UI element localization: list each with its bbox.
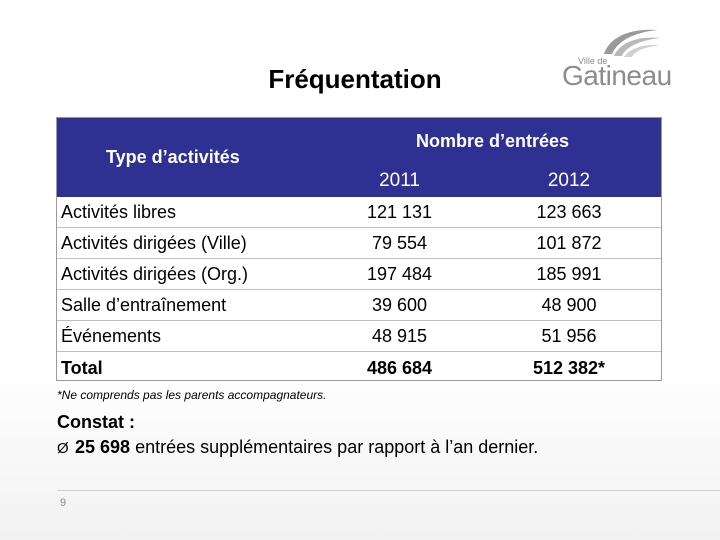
arrow-bullet-icon: Ø — [57, 440, 69, 457]
page-number: 9 — [60, 497, 67, 509]
logo-name: Gatineau — [562, 60, 672, 91]
table-row: Activités libres 121 131 123 663 — [56, 197, 663, 228]
table-row: Salle d’entraînement 39 600 48 900 — [56, 289, 663, 321]
total-2011: 486 684 — [366, 357, 433, 378]
logo-small-text: Ville de — [578, 56, 608, 66]
constat-highlight: 25 698 — [75, 437, 131, 457]
constat-text: entrées supplémentaires par rapport à l’… — [130, 437, 539, 457]
row-label: Salle d’entraînement — [56, 289, 323, 321]
row-label: Activités libres — [56, 197, 323, 228]
type-column-header: Type d’activités — [106, 146, 240, 167]
constat-bullet-line: Ø 25 698 entrées supplémentaires par rapp… — [57, 437, 538, 458]
table-row: Activités dirigées (Ville) 79 554 101 87… — [56, 227, 663, 259]
value-2011: 79 554 — [323, 227, 476, 259]
value-2012: 51 956 — [476, 320, 663, 352]
total-label: Total — [61, 357, 103, 378]
slide-title: Fréquentation — [268, 64, 442, 94]
value-2011: 39 600 — [323, 289, 476, 321]
value-2012: 48 900 — [476, 289, 663, 321]
value-2012: 123 663 — [476, 197, 663, 228]
row-label: Activités dirigées (Ville) — [56, 227, 323, 259]
value-2011: 121 131 — [323, 197, 476, 228]
value-2012: 101 872 — [476, 227, 663, 259]
total-2012: 512 382* — [532, 357, 606, 378]
row-label: Activités dirigées (Org.) — [56, 258, 323, 290]
value-2012: 185 991 — [476, 258, 663, 290]
value-2011: 197 484 — [323, 258, 476, 290]
table-row: Activités dirigées (Org.) 197 484 185 99… — [56, 258, 663, 290]
row-label: Événements — [56, 320, 323, 352]
footer-divider — [57, 490, 720, 491]
slide-background-gradient — [0, 360, 720, 540]
table-header-row: Type d’activités Nombre d’entrées — [56, 117, 663, 167]
constat-heading: Constat : — [57, 412, 135, 432]
attendance-table: Type d’activités Nombre d’entrées 2011 2… — [56, 117, 663, 385]
footnote: *Ne comprends pas les parents accompagna… — [57, 388, 327, 402]
year-2011-header: 2011 — [379, 170, 420, 191]
table-row: Événements 48 915 51 956 — [56, 320, 663, 352]
year-2012-header: 2012 — [547, 170, 591, 191]
count-column-header: Nombre d’entrées — [415, 130, 570, 151]
value-2011: 48 915 — [323, 320, 476, 352]
logo-swoosh-icon — [604, 29, 660, 57]
table-total-row: Total 486 684 512 382* — [56, 352, 662, 385]
gatineau-logo: Ville de Gatineau — [562, 24, 672, 94]
